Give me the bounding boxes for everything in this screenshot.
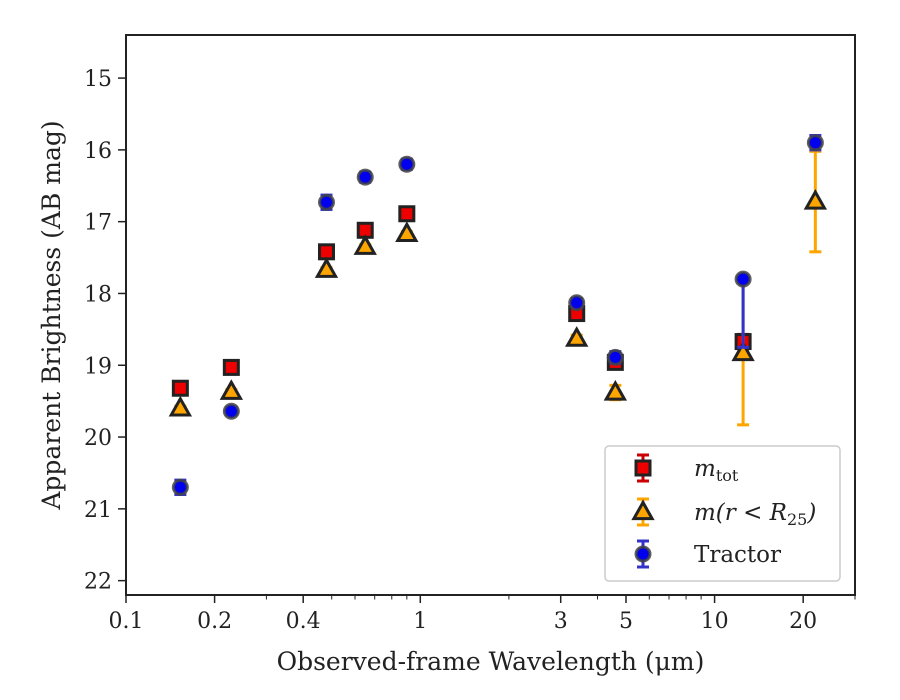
- y-tick-label: 21: [84, 498, 112, 523]
- legend-swatch: [631, 499, 655, 521]
- data-point: [565, 326, 589, 347]
- x-tick-label: 10: [701, 609, 729, 634]
- y-tick-label: 16: [84, 139, 112, 164]
- x-tick-label: 20: [789, 609, 817, 634]
- axes: 0.1 0.2 0.4 1 3 5 10 20 15 16 17 18 19 20 21 22: [84, 67, 856, 634]
- legend-swatch: [634, 545, 652, 563]
- data-point: [356, 168, 374, 186]
- data-point: [168, 395, 193, 417]
- y-tick-label: 15: [84, 67, 112, 92]
- x-tick-label: 0.2: [197, 609, 232, 634]
- data-point: [606, 348, 624, 366]
- plot-frame: [125, 34, 856, 596]
- legend-item: mtot: [634, 453, 739, 485]
- data-point: [803, 188, 828, 210]
- x-tick-label: 1: [413, 609, 427, 634]
- series-triangle: [168, 149, 828, 427]
- data-point: [317, 243, 335, 261]
- x-tick-label: 0.4: [286, 609, 321, 634]
- series-circle: [171, 134, 824, 496]
- legend-swatch: [634, 459, 652, 477]
- data-point: [395, 221, 419, 242]
- legend-box: [604, 445, 841, 582]
- legend-item: m(r < R25): [631, 497, 816, 529]
- y-tick-label: 20: [84, 426, 112, 451]
- error-bar: [737, 279, 750, 349]
- legend-label: m(r < R25): [694, 500, 816, 529]
- y-tick-label: 17: [84, 211, 112, 236]
- y-tick-label: 19: [84, 354, 112, 379]
- x-tick-label: 0.1: [109, 609, 144, 634]
- data-point: [398, 155, 416, 173]
- data-point: [734, 270, 752, 288]
- legend: mtot m(r < R25) Tractor: [604, 445, 841, 582]
- data-point: [568, 294, 586, 312]
- data-point: [171, 379, 189, 397]
- data-point: [317, 193, 335, 211]
- series-square: [171, 205, 752, 397]
- data-point: [222, 402, 240, 420]
- data-point: [398, 205, 416, 223]
- data-point: [171, 478, 189, 496]
- legend-item: Tractor: [634, 539, 781, 569]
- data-point: [806, 134, 824, 152]
- x-tick-label: 5: [619, 609, 633, 634]
- x-axis-title: Observed-frame Wavelength (μm): [277, 647, 705, 676]
- y-tick-label: 22: [84, 570, 112, 595]
- data-point: [603, 379, 628, 401]
- data-point: [353, 234, 377, 255]
- data-point: [222, 358, 240, 376]
- data-markers: [168, 134, 828, 496]
- y-tick-label: 18: [84, 282, 112, 307]
- data-point: [219, 379, 244, 400]
- legend-label: Tractor: [694, 542, 781, 568]
- data-point: [731, 340, 755, 362]
- data-point: [314, 257, 339, 278]
- legend-label: mtot: [694, 456, 739, 485]
- x-tick-label: 3: [554, 609, 568, 634]
- y-axis-title: Apparent Brightness (AB mag): [37, 120, 66, 510]
